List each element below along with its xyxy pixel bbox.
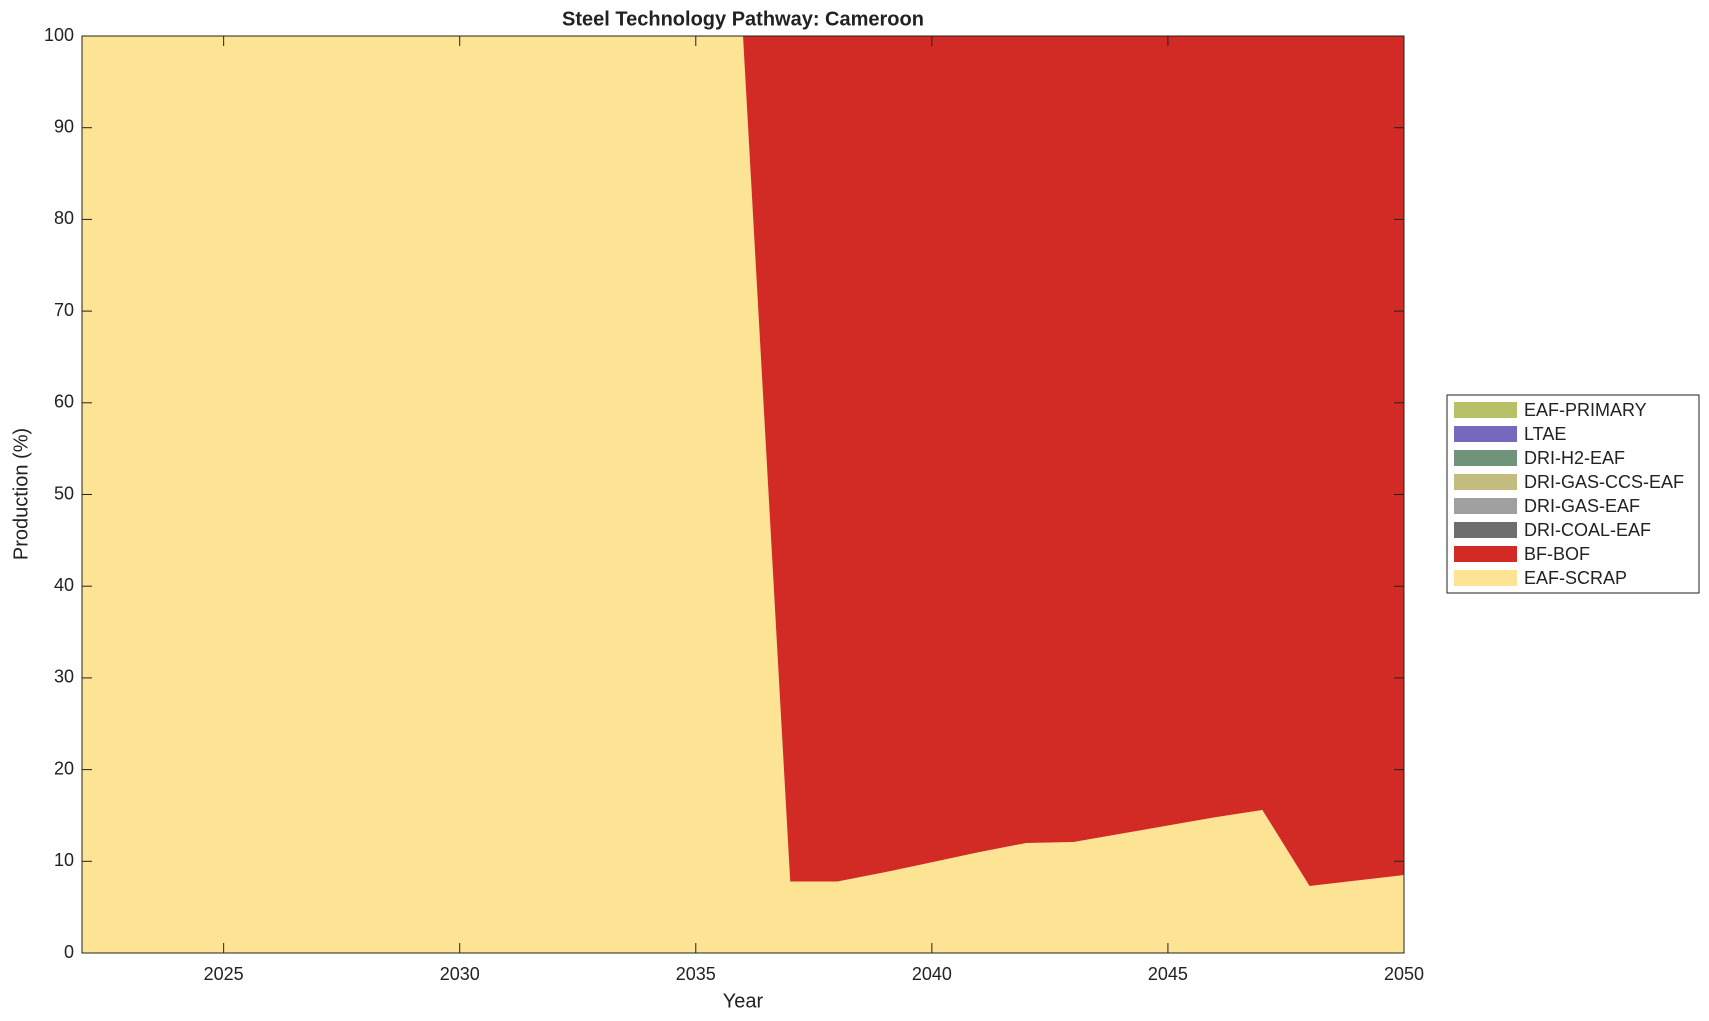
chart-title: Steel Technology Pathway: Cameroon [562, 8, 924, 30]
legend-label: DRI-GAS-EAF [1524, 496, 1640, 516]
y-tick-label: 20 [54, 758, 74, 778]
legend-label: LTAE [1524, 424, 1566, 444]
y-axis-label: Production (%) [10, 428, 32, 560]
legend-label: EAF-SCRAP [1524, 568, 1627, 588]
y-tick-label: 40 [54, 575, 74, 595]
y-tick-label: 30 [54, 667, 74, 687]
x-axis-label: Year [723, 990, 764, 1012]
legend-label: DRI-COAL-EAF [1524, 520, 1651, 540]
x-tick-label: 2050 [1384, 964, 1424, 984]
legend-swatch [1454, 402, 1517, 418]
legend-label: BF-BOF [1524, 544, 1590, 564]
legend-swatch [1454, 426, 1517, 442]
legend-label: DRI-GAS-CCS-EAF [1524, 472, 1684, 492]
y-tick-label: 0 [64, 942, 74, 962]
x-tick-label: 2035 [676, 964, 716, 984]
legend-swatch [1454, 522, 1517, 538]
legend-swatch [1454, 498, 1517, 514]
x-tick-label: 2045 [1148, 964, 1188, 984]
y-tick-label: 50 [54, 483, 74, 503]
area [82, 36, 1404, 887]
y-tick-label: 90 [54, 116, 74, 136]
area [82, 36, 1404, 953]
y-tick-label: 70 [54, 300, 74, 320]
legend-swatch [1454, 474, 1517, 490]
legend-swatch [1454, 450, 1517, 466]
legend-label: DRI-H2-EAF [1524, 448, 1625, 468]
x-tick-label: 2030 [440, 964, 480, 984]
y-tick-label: 100 [44, 25, 74, 45]
x-tick-label: 2040 [912, 964, 952, 984]
y-tick-label: 60 [54, 392, 74, 412]
y-tick-label: 10 [54, 850, 74, 870]
x-tick-label: 2025 [204, 964, 244, 984]
legend-label: EAF-PRIMARY [1524, 400, 1647, 420]
legend-swatch [1454, 546, 1517, 562]
y-tick-label: 80 [54, 208, 74, 228]
legend-swatch [1454, 570, 1517, 586]
